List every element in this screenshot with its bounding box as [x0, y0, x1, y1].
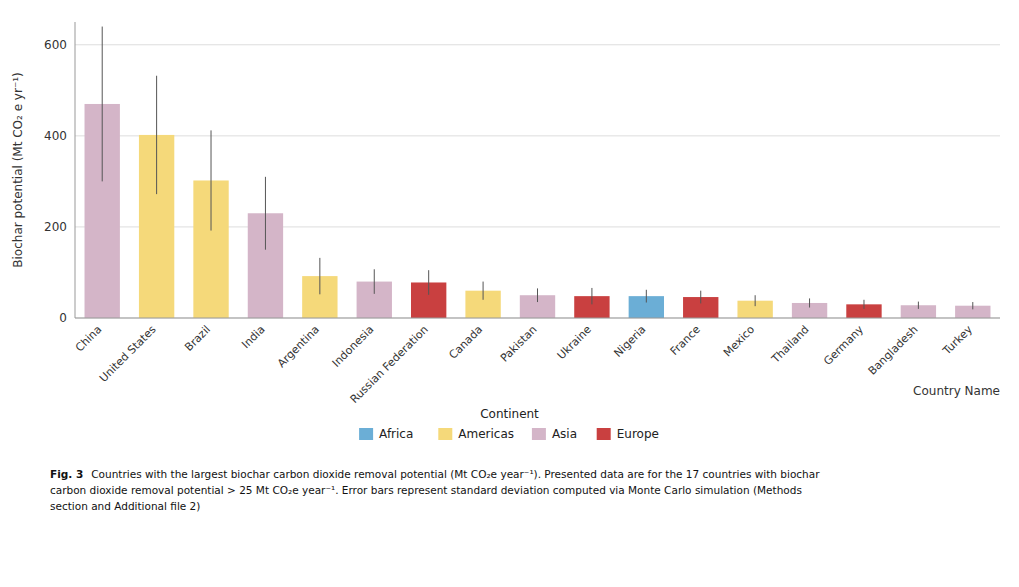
- error-bar: [102, 27, 103, 182]
- x-tick-label: Bangladesh: [866, 323, 921, 378]
- x-tick-label: Russian Federation: [348, 323, 431, 406]
- x-tick-label: India: [239, 323, 267, 351]
- legend-label: Africa: [379, 427, 413, 441]
- error-bar: [265, 177, 266, 250]
- error-bar: [700, 291, 701, 304]
- x-axis-line: [75, 318, 1000, 319]
- error-bar: [591, 288, 592, 304]
- chart: 0 200 400 600 ChinaUnited States Brazil India A…: [0, 0, 1019, 587]
- x-tick-label: Indonesia: [330, 323, 377, 370]
- plot-area: [85, 27, 991, 318]
- caption: section and Additional file 2): [50, 500, 200, 512]
- caption: carbon dioxide removal potential > 25 Mt…: [50, 484, 802, 496]
- error-bar: [918, 302, 919, 309]
- legend-label: Europe: [617, 427, 659, 441]
- x-tick-label: Thailand: [768, 323, 811, 366]
- grid-line: [75, 318, 1000, 319]
- grid-line: [75, 44, 1000, 45]
- y-tick-label: 0: [59, 311, 67, 325]
- caption-bold: Fig. 3: [50, 468, 83, 480]
- y-axis-line: [75, 22, 76, 318]
- y-tick-label: 200: [44, 220, 67, 234]
- error-bar: [483, 282, 484, 300]
- x-axis-label: Country Name: [913, 384, 1000, 398]
- legend-swatch: [532, 428, 546, 440]
- error-bar: [156, 76, 157, 194]
- error-bar: [211, 130, 212, 230]
- error-bar: [537, 288, 538, 302]
- x-tick-label: United States: [97, 323, 159, 385]
- error-bar: [374, 269, 375, 294]
- error-bar: [863, 300, 864, 309]
- x-tick-label: France: [668, 323, 703, 358]
- caption: Fig. 3 Countries with the largest biochar…: [50, 468, 820, 480]
- error-bar: [646, 290, 647, 303]
- x-tick-label: Canada: [446, 323, 485, 362]
- x-tick-label: Nigeria: [611, 323, 648, 360]
- y-tick-label: 400: [44, 129, 67, 143]
- x-tick-label: Brazil: [182, 323, 213, 354]
- grid-line: [75, 135, 1000, 136]
- caption-text: Countries with the largest biochar carbo…: [91, 468, 820, 480]
- y-tick-label: 600: [44, 38, 67, 52]
- legend-swatch: [359, 428, 373, 440]
- x-tick-label: Turkey: [940, 323, 976, 359]
- y-axis-label: Biochar potential (Mt CO₂ e yr⁻¹): [11, 72, 25, 267]
- legend: Continent Africa Americas Asia Europe: [359, 407, 659, 441]
- grid: [75, 45, 1000, 318]
- x-tick-label: Pakistan: [498, 323, 540, 365]
- error-bar: [809, 298, 810, 307]
- x-tick-label: Germany: [821, 323, 866, 368]
- x-tick-label: Ukraine: [555, 323, 594, 362]
- x-tick-label: Argentina: [275, 323, 322, 370]
- legend-label: Asia: [552, 427, 577, 441]
- error-bar: [428, 270, 429, 295]
- error-bar: [755, 295, 756, 306]
- error-bar: [972, 302, 973, 309]
- x-tick-label: Mexico: [721, 323, 758, 360]
- x-tick-label: China: [73, 323, 104, 354]
- legend-swatch: [438, 428, 452, 440]
- legend-title: Continent: [480, 407, 539, 421]
- legend-label: Americas: [458, 427, 514, 441]
- legend-swatch: [597, 428, 611, 440]
- error-bar: [319, 258, 320, 294]
